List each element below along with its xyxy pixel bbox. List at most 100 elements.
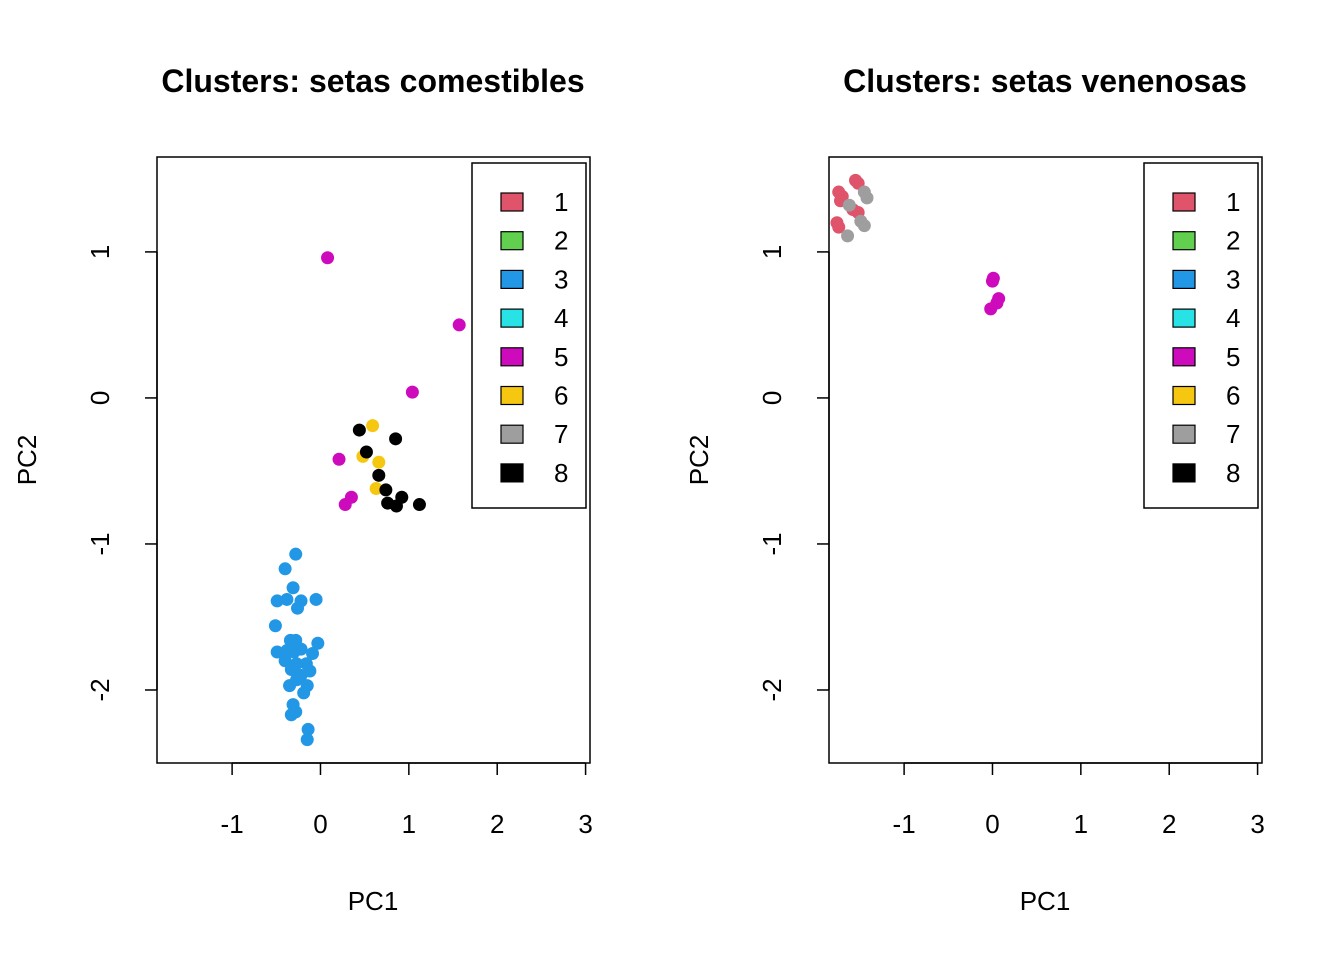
data-point [270,645,284,659]
data-point [309,592,323,606]
x-tick-label: -1 [221,809,244,839]
legend-swatch [500,269,524,289]
legend-swatch [500,463,524,483]
y-tick-label: -2 [85,678,115,701]
data-point [842,198,856,212]
data-point [352,423,366,437]
data-point [284,663,298,677]
y-axis: -2 -1 0 1 [85,245,158,702]
legend-label: 6 [1226,381,1240,411]
legend-label: 1 [554,187,568,217]
y-tick-label: -1 [757,532,787,555]
data-point [286,581,300,595]
y-tick-label: 1 [757,245,787,259]
chart-title: Clusters: setas comestibles [161,63,584,99]
legend-box [1143,162,1259,509]
legend: 1 2 3 4 5 6 7 8 [1143,162,1259,509]
legend-label: 8 [1226,458,1240,488]
y-axis-label: PC2 [684,435,714,486]
legend-swatch [1172,308,1196,328]
data-point [860,191,874,205]
data-point [311,636,325,650]
x-tick-label: 1 [402,809,416,839]
legend-swatch [500,347,524,367]
legend-swatch [1172,269,1196,289]
x-axis: -1 0 1 2 3 [221,762,593,839]
legend-label: 4 [1226,303,1240,333]
x-tick-label: 2 [1162,809,1176,839]
data-point [300,733,314,747]
data-point [832,220,846,234]
data-point [268,619,282,633]
data-point [289,547,303,561]
data-point [412,498,426,512]
scatter-points [268,251,466,747]
data-point [303,664,317,678]
data-point [294,642,308,656]
data-point [321,251,335,265]
x-tick-label: 3 [1250,809,1264,839]
x-axis: -1 0 1 2 3 [893,762,1265,839]
data-point [301,722,315,736]
legend-label: 5 [554,342,568,372]
legend-label: 2 [1226,226,1240,256]
legend-label: 1 [1226,187,1240,217]
legend-label: 3 [554,264,568,294]
data-point [984,302,998,316]
data-point [841,229,855,243]
data-point [389,432,403,446]
data-point [332,452,346,466]
data-point [369,481,383,495]
chart-title: Clusters: setas venenosas [843,63,1247,99]
x-tick-label: 3 [578,809,592,839]
y-axis-label: PC2 [12,435,42,486]
legend: 1 2 3 4 5 6 7 8 [471,162,587,509]
legend-swatch [1172,231,1196,251]
x-tick-label: -1 [893,809,916,839]
data-point [290,673,304,687]
legend-label: 3 [1226,264,1240,294]
x-tick-label: 2 [490,809,504,839]
legend-box [471,162,587,509]
legend-swatch [500,385,524,406]
legend-swatch [500,231,524,251]
data-point [366,419,380,433]
legend-label: 4 [554,303,568,333]
x-axis-label: PC1 [1020,886,1071,916]
data-point [270,594,284,608]
y-tick-label: 0 [757,391,787,405]
panel-comestibles: Clusters: setas comestibles -1 0 1 2 3 -2 -1 0… [12,63,593,916]
data-point [372,468,386,482]
scatter-points [830,173,1006,316]
y-tick-label: 1 [85,245,115,259]
y-tick-label: -1 [85,532,115,555]
legend-label: 2 [554,226,568,256]
data-point [289,705,303,719]
data-point [297,686,311,700]
x-tick-label: 1 [1074,809,1088,839]
data-point [405,385,419,399]
data-point [379,483,393,497]
data-point [985,274,999,288]
x-tick-label: 0 [985,809,999,839]
data-point [306,646,320,660]
data-point [857,219,871,233]
data-point [372,455,386,469]
data-point [452,318,466,332]
legend-label: 6 [554,381,568,411]
legend-swatch [1172,192,1196,212]
data-point [338,498,352,512]
legend-label: 5 [1226,342,1240,372]
legend-label: 7 [554,419,568,449]
legend-swatch [500,424,524,444]
legend-label: 7 [1226,419,1240,449]
legend-swatch [1172,463,1196,483]
data-point [280,592,294,606]
y-tick-label: 0 [85,391,115,405]
legend-label: 8 [554,458,568,488]
y-axis: -2 -1 0 1 [757,245,830,702]
legend-swatch [500,192,524,212]
legend-swatch [1172,385,1196,406]
